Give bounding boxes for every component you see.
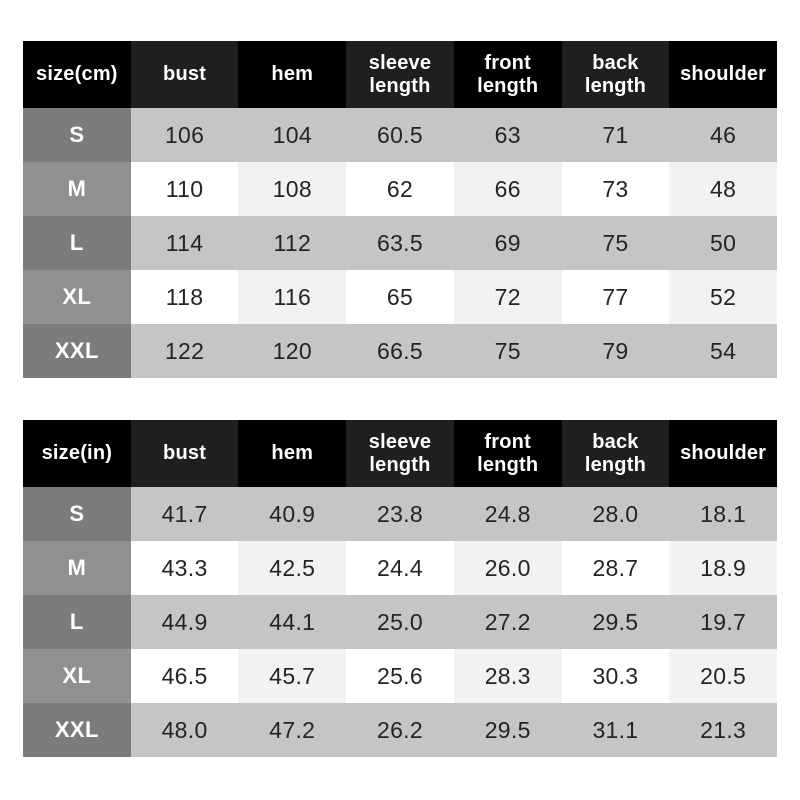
value-cell: 19.7 <box>669 595 777 649</box>
value-cell: 25.0 <box>346 595 454 649</box>
value-cell: 75 <box>453 324 562 378</box>
value-cell: 72 <box>453 270 562 324</box>
header-cell-back-length: back length <box>561 420 670 487</box>
value-cell: 45.7 <box>238 649 347 703</box>
row-label: XXL <box>23 703 131 757</box>
value-cell: 18.9 <box>669 541 777 595</box>
value-cell: 79 <box>561 324 670 378</box>
value-cell: 60.5 <box>346 108 454 162</box>
value-cell: 46 <box>669 108 777 162</box>
value-cell: 48.0 <box>130 703 239 757</box>
header-cell-shoulder: shoulder <box>669 420 777 487</box>
value-cell: 18.1 <box>669 487 777 541</box>
value-cell: 29.5 <box>561 595 670 649</box>
header-cell-bust: bust <box>130 420 239 487</box>
value-cell: 24.4 <box>346 541 454 595</box>
header-cell-size-in: size(in) <box>23 420 131 487</box>
header-cell-shoulder: shoulder <box>669 41 777 108</box>
row-label: L <box>23 216 131 270</box>
value-cell: 26.0 <box>453 541 562 595</box>
value-cell: 26.2 <box>346 703 454 757</box>
value-cell: 69 <box>453 216 562 270</box>
value-cell: 63.5 <box>346 216 454 270</box>
header-cell-hem: hem <box>238 420 347 487</box>
header-cell-front-length: front length <box>453 420 562 487</box>
header-cell-back-length: back length <box>561 41 670 108</box>
value-cell: 25.6 <box>346 649 454 703</box>
value-cell: 30.3 <box>561 649 670 703</box>
value-cell: 28.3 <box>453 649 562 703</box>
value-cell: 110 <box>130 162 239 216</box>
value-cell: 114 <box>130 216 239 270</box>
value-cell: 50 <box>669 216 777 270</box>
value-cell: 54 <box>669 324 777 378</box>
value-cell: 27.2 <box>453 595 562 649</box>
value-cell: 66.5 <box>346 324 454 378</box>
value-cell: 20.5 <box>669 649 777 703</box>
row-label: S <box>23 108 131 162</box>
value-cell: 118 <box>130 270 239 324</box>
value-cell: 112 <box>238 216 347 270</box>
value-cell: 23.8 <box>346 487 454 541</box>
row-label: L <box>23 595 131 649</box>
header-cell-bust: bust <box>130 41 239 108</box>
row-label: M <box>23 541 131 595</box>
value-cell: 48 <box>669 162 777 216</box>
row-label: XXL <box>23 324 131 378</box>
value-cell: 44.1 <box>238 595 347 649</box>
row-label: S <box>23 487 131 541</box>
value-cell: 116 <box>238 270 347 324</box>
header-cell-front-length: front length <box>453 41 562 108</box>
value-cell: 63 <box>453 108 562 162</box>
value-cell: 42.5 <box>238 541 347 595</box>
value-cell: 71 <box>561 108 670 162</box>
row-label: XL <box>23 649 131 703</box>
value-cell: 28.7 <box>561 541 670 595</box>
value-cell: 40.9 <box>238 487 347 541</box>
size-chart-in-table: size(in) bust hem sleeve length front length… <box>23 420 777 757</box>
value-cell: 44.9 <box>130 595 239 649</box>
value-cell: 24.8 <box>453 487 562 541</box>
size-chart-cm-table: size(cm) bust hem sleeve length front length… <box>23 41 777 378</box>
value-cell: 65 <box>346 270 454 324</box>
value-cell: 31.1 <box>561 703 670 757</box>
value-cell: 73 <box>561 162 670 216</box>
value-cell: 46.5 <box>130 649 239 703</box>
row-label: XL <box>23 270 131 324</box>
value-cell: 122 <box>130 324 239 378</box>
value-cell: 62 <box>346 162 454 216</box>
row-label: M <box>23 162 131 216</box>
value-cell: 29.5 <box>453 703 562 757</box>
value-cell: 21.3 <box>669 703 777 757</box>
header-cell-sleeve-length: sleeve length <box>346 41 454 108</box>
value-cell: 47.2 <box>238 703 347 757</box>
value-cell: 41.7 <box>130 487 239 541</box>
header-cell-hem: hem <box>238 41 347 108</box>
header-cell-sleeve-length: sleeve length <box>346 420 454 487</box>
header-cell-size-cm: size(cm) <box>23 41 131 108</box>
value-cell: 66 <box>453 162 562 216</box>
value-cell: 77 <box>561 270 670 324</box>
value-cell: 52 <box>669 270 777 324</box>
value-cell: 75 <box>561 216 670 270</box>
value-cell: 106 <box>130 108 239 162</box>
value-cell: 120 <box>238 324 347 378</box>
value-cell: 43.3 <box>130 541 239 595</box>
value-cell: 104 <box>238 108 347 162</box>
value-cell: 28.0 <box>561 487 670 541</box>
value-cell: 108 <box>238 162 347 216</box>
